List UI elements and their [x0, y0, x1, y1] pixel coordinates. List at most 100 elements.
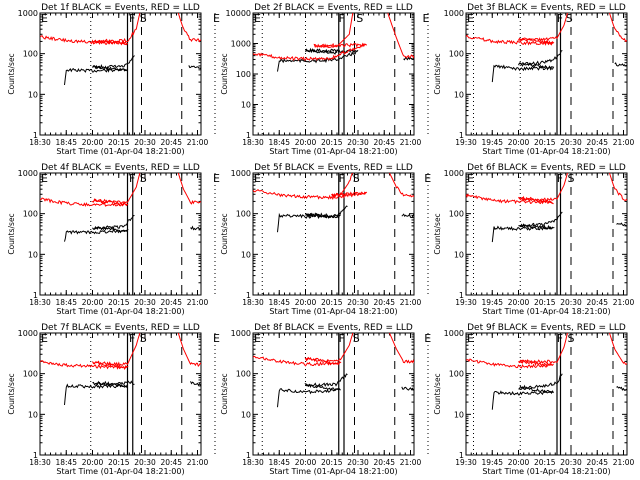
x-tick-label: 20:15 — [321, 458, 343, 467]
x-tick-label: 21:00 — [187, 138, 209, 147]
events-series-line — [616, 222, 627, 227]
y-tick-label: 1 — [459, 131, 464, 140]
x-axis-label: Start Time (01-Apr-04 18:21:00) — [269, 307, 397, 316]
x-tick-label: 20:30 — [134, 138, 156, 147]
x-tick-label: 18:45 — [55, 298, 77, 307]
marker-e-left: E — [41, 172, 48, 185]
events-series-line — [190, 225, 201, 231]
series-group — [40, 13, 201, 86]
x-tick-label: 20:15 — [321, 298, 343, 307]
panel-det-1: Det 1f BLACK = Events, RED = LLD 1 10 100 10… — [7, 3, 263, 156]
events-series-line — [614, 62, 627, 68]
x-tick-label: 20:30 — [134, 298, 156, 307]
events-series-line — [401, 386, 414, 391]
marker-e-left: E — [41, 332, 48, 345]
lld-series-line — [40, 173, 141, 207]
x-tick-label: 20:30 — [347, 298, 369, 307]
x-tick-label: 20:00 — [295, 138, 317, 147]
marker-f: F — [339, 12, 345, 25]
marker-e-right: E — [424, 332, 431, 345]
series-group — [466, 13, 627, 83]
lld-series-line — [387, 13, 414, 59]
y-axis-label: Counts/sec — [220, 53, 229, 94]
x-tick-label: 19:45 — [481, 138, 503, 147]
x-tick-label: 18:45 — [268, 298, 290, 307]
x-tick-label: 20:00 — [82, 138, 104, 147]
marker-e-left: E — [467, 332, 474, 345]
lld-series-line — [177, 173, 201, 205]
series-group — [253, 333, 414, 408]
x-tick-label: 18:30 — [242, 458, 264, 467]
marker-e-left: E — [254, 332, 261, 345]
panel-title: Det 6f BLACK = Events, RED = LLD — [467, 163, 626, 173]
series-group — [466, 173, 627, 243]
y-tick-label: 1000 — [231, 329, 251, 338]
y-tick-label: 100 — [236, 210, 251, 219]
lld-series-line — [466, 333, 568, 369]
x-axis-label: Start Time (01-Apr-04 18:21:00) — [482, 467, 610, 476]
lld-series-line — [389, 173, 414, 198]
x-axis-label: Start Time (01-Apr-04 18:21:00) — [482, 307, 610, 316]
events-series-line — [491, 373, 563, 410]
marker-e-right: E — [213, 12, 220, 25]
marker-s: S — [356, 12, 363, 25]
x-tick-label: 21:00 — [613, 458, 635, 467]
panel-title: Det 3f BLACK = Events, RED = LLD — [467, 3, 626, 13]
y-tick-label: 1 — [246, 451, 251, 460]
y-axis-label: Counts/sec — [433, 373, 442, 414]
plot-frame — [252, 332, 415, 456]
x-tick-label: 19:30 — [455, 458, 477, 467]
y-tick-label: 100 — [23, 210, 38, 219]
marker-f: F — [339, 172, 345, 185]
x-axis-label: Start Time (01-Apr-04 18:21:00) — [482, 147, 610, 156]
x-tick-label: 20:45 — [373, 458, 395, 467]
x-tick-label: 20:45 — [160, 138, 182, 147]
marker-s: S — [353, 332, 360, 345]
x-tick-label: 21:00 — [400, 298, 422, 307]
x-tick-label: 21:00 — [400, 458, 422, 467]
lld-series-line — [40, 13, 141, 46]
x-tick-label: 21:00 — [400, 138, 422, 147]
panel-title: Det 1f BLACK = Events, RED = LLD — [41, 3, 200, 13]
x-tick-label: 20:15 — [108, 458, 130, 467]
x-tick-label: 20:15 — [534, 298, 556, 307]
events-series-line — [188, 65, 201, 70]
y-axis-label: Counts/sec — [7, 373, 16, 414]
x-tick-label: 20:30 — [134, 458, 156, 467]
panel-title: Det 4f BLACK = Events, RED = LLD — [41, 163, 200, 173]
lld-series-line — [253, 173, 368, 201]
x-tick-label: 20:30 — [560, 138, 582, 147]
x-tick-label: 19:45 — [481, 458, 503, 467]
x-tick-label: 18:45 — [55, 138, 77, 147]
x-axis-label: Start Time (01-Apr-04 18:21:00) — [56, 467, 184, 476]
lld-series-line — [177, 13, 201, 43]
marker-f: F — [129, 332, 135, 345]
series-group — [253, 173, 414, 233]
marker-s: S — [140, 12, 147, 25]
x-tick-label: 20:15 — [108, 138, 130, 147]
x-axis-label: Start Time (01-Apr-04 18:21:00) — [56, 307, 184, 316]
x-tick-label: 20:15 — [108, 298, 130, 307]
y-tick-label: 10 — [28, 250, 38, 259]
y-axis-label: Counts/sec — [433, 213, 442, 254]
x-tick-label: 20:00 — [82, 298, 104, 307]
x-tick-label: 20:30 — [347, 458, 369, 467]
panel-det-2: Det 2f BLACK = Events, RED = LLD 1 10 100 10… — [220, 3, 474, 156]
lld-series-line — [466, 173, 568, 205]
x-tick-label: 20:30 — [347, 138, 369, 147]
marker-e-left: E — [41, 12, 48, 25]
panel-det-5: Det 5f BLACK = Events, RED = LLD 1 10 100 10… — [220, 163, 474, 316]
panel-det-8: Det 8f BLACK = Events, RED = LLD 1 10 100 10… — [220, 323, 474, 476]
y-axis-label: Counts/sec — [7, 53, 16, 94]
x-tick-label: 18:45 — [55, 458, 77, 467]
panel-det-7: Det 7f BLACK = Events, RED = LLD 1 10 100 10… — [7, 323, 263, 476]
y-axis-label: Counts/sec — [433, 53, 442, 94]
events-series-line — [277, 205, 348, 233]
lld-series-line — [253, 333, 354, 367]
panel-det-3: Det 3f BLACK = Events, RED = LLD 1 10 100 10… — [433, 3, 635, 156]
x-tick-label: 21:00 — [187, 298, 209, 307]
panel-det-6: Det 6f BLACK = Events, RED = LLD 1 10 100 10… — [433, 163, 635, 316]
events-series-line — [616, 386, 627, 391]
events-series-line — [491, 211, 563, 243]
lld-series-line — [609, 13, 627, 43]
